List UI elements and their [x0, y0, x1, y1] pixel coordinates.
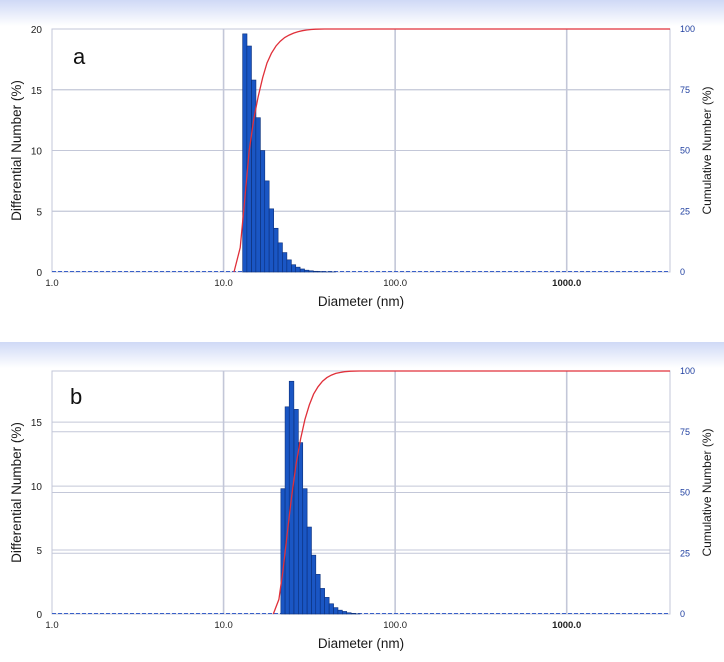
chart-a-svg: 1.0 10.0 100.0 1000.0 0 25 50 75 100 0 5 10 15 20 Diam… [0, 0, 724, 309]
chart-a-x-tick-label: 100.0 [383, 278, 407, 289]
chart-a-x-tick-label: 10.0 [214, 278, 233, 289]
chart-a-y-right-axis-title: Cumulative Number (%) [700, 86, 714, 214]
chart-a-bar [286, 259, 292, 273]
chart-a-x-tick-label: 1000.0 [552, 278, 581, 289]
chart-b-y-left-tick-label: 10 [31, 482, 43, 493]
chart-b-bar [324, 597, 330, 615]
chart-panel-a: 1.0 10.0 100.0 1000.0 0 25 50 75 100 0 5 10 15 20 Diam… [0, 0, 724, 318]
chart-a-y-right-tick-label: 0 [680, 267, 685, 277]
chart-a-y-left-tick-label: 0 [36, 268, 42, 279]
chart-b-y-right-tick-label: 25 [680, 548, 690, 558]
chart-b-bar [319, 588, 325, 615]
chart-b-y-left-tick-label: 15 [31, 418, 43, 429]
chart-b-y-left-axis-title: Differential Number (%) [9, 422, 24, 563]
chart-a-bar [264, 180, 270, 273]
chart-b-bar [315, 574, 321, 615]
chart-a-bar [260, 150, 266, 273]
chart-a-bar [291, 264, 297, 273]
chart-a-bar [246, 45, 252, 273]
chart-b-bar [342, 611, 348, 615]
chart-b-bar [346, 612, 352, 615]
chart-a-bar [273, 227, 279, 273]
chart-panel-b: 1.0 10.0 100.0 1000.0 0 25 50 75 100 0 5 10 15 Diamet… [0, 342, 724, 662]
chart-a-y-left-axis-title: Differential Number (%) [9, 80, 24, 221]
chart-b-y-right-tick-label: 75 [680, 427, 690, 437]
chart-b-bar [350, 613, 356, 615]
chart-b-bar [333, 607, 339, 615]
chart-a-y-left-tick-label: 10 [31, 147, 43, 158]
chart-b-y-left-tick-label: 5 [36, 546, 42, 557]
chart-a-header-band [0, 0, 724, 26]
chart-a-x-tick-label: 1.0 [45, 278, 58, 289]
chart-a-y-right-tick-label: 50 [680, 146, 690, 156]
chart-b-bar [298, 442, 304, 615]
chart-b-x-axis-title: Diameter (nm) [318, 636, 404, 651]
chart-b-cumulative-line [272, 370, 670, 615]
chart-a-bar [255, 117, 261, 273]
chart-b-x-tick-label: 1.0 [45, 620, 58, 631]
chart-a-y-left-tick-label: 5 [36, 207, 42, 218]
chart-a-bar [299, 268, 305, 273]
chart-b-y-right-tick-label: 0 [680, 609, 685, 619]
chart-a-bar [295, 266, 301, 273]
chart-b-bar [328, 603, 334, 615]
chart-a-cumulative-line [233, 28, 670, 273]
chart-a-bar [313, 270, 319, 273]
chart-a-bar [277, 242, 283, 273]
chart-b-bar [293, 409, 299, 615]
chart-b-bar [337, 609, 343, 615]
chart-a-y-right-tick-label: 100 [680, 24, 695, 34]
chart-a-y-left-tick-label: 20 [31, 25, 43, 36]
chart-b-y-right-tick-label: 100 [680, 366, 695, 376]
chart-a-bar [242, 33, 248, 273]
chart-b-x-tick-label: 1000.0 [552, 620, 581, 631]
chart-a-panel-label: a [73, 44, 86, 69]
chart-b-bar [311, 554, 317, 615]
chart-b-y-right-tick-label: 50 [680, 488, 690, 498]
chart-b-y-right-axis-title: Cumulative Number (%) [700, 428, 714, 556]
chart-b-bar [306, 526, 312, 615]
chart-b-bar [284, 406, 290, 615]
chart-b-y-left-tick-label: 0 [36, 610, 42, 621]
chart-a-y-left-tick-label: 15 [31, 86, 43, 97]
chart-b-header-band [0, 342, 724, 368]
chart-b-bar [280, 488, 286, 615]
chart-b-svg: 1.0 10.0 100.0 1000.0 0 25 50 75 100 0 5 10 15 Diamet… [0, 342, 724, 651]
chart-b-x-tick-label: 10.0 [214, 620, 233, 631]
chart-a-bar [268, 208, 274, 273]
chart-a-bar [282, 252, 288, 273]
chart-a-y-right-tick-label: 25 [680, 206, 690, 216]
chart-b-x-tick-label: 100.0 [383, 620, 407, 631]
chart-a-y-right-tick-label: 75 [680, 85, 690, 95]
chart-a-bar [308, 270, 314, 273]
chart-b-bar [302, 488, 308, 615]
chart-a-bar [304, 269, 310, 273]
chart-a-x-axis-title: Diameter (nm) [318, 294, 404, 309]
chart-b-panel-label: b [70, 384, 82, 409]
